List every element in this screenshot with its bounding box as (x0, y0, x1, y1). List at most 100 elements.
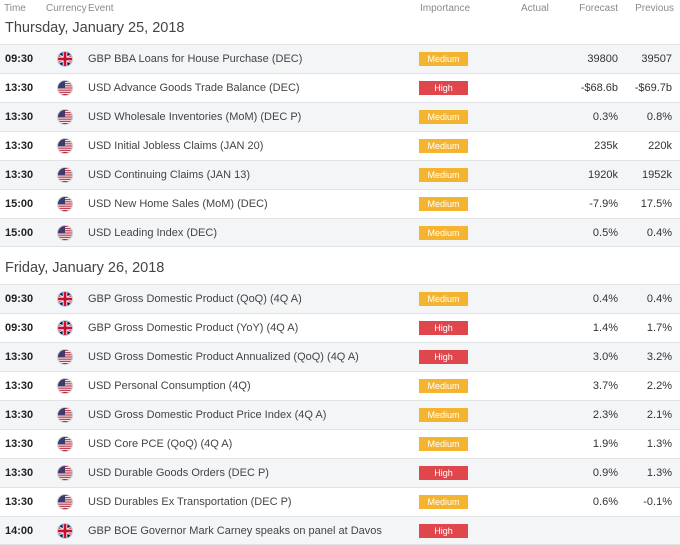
previous-value: 1.3% (646, 467, 672, 479)
event-name[interactable]: GBP BBA Loans for House Purchase (DEC) (88, 53, 303, 65)
importance-badge: High (419, 81, 468, 95)
table-row[interactable]: 13:30 USD Initial Jobless Claims (JAN 20)… (0, 131, 680, 160)
event-time: 09:30 (5, 293, 34, 305)
table-row[interactable]: 13:30 USD Gross Domestic Product Price In… (0, 400, 680, 429)
event-name[interactable]: USD Initial Jobless Claims (JAN 20) (88, 140, 264, 152)
uk-flag-icon (58, 52, 72, 66)
previous-value: 2.2% (646, 380, 672, 392)
event-time: 13:30 (5, 169, 34, 181)
importance-badge: High (419, 466, 468, 480)
table-row[interactable]: 09:30 GBP BBA Loans for House Purchase (D… (0, 44, 680, 73)
forecast-value: 1920k (588, 169, 618, 181)
event-name[interactable]: USD Advance Goods Trade Balance (DEC) (88, 82, 300, 94)
event-time: 13:30 (5, 111, 34, 123)
previous-value: 0.4% (646, 227, 672, 239)
us-flag-icon (58, 379, 72, 393)
table-row[interactable]: 13:30 USD Gross Domestic Product Annualiz… (0, 342, 680, 371)
forecast-value: 0.6% (592, 496, 618, 508)
event-name[interactable]: USD Leading Index (DEC) (88, 227, 218, 239)
table-row[interactable]: 13:30 USD Advance Goods Trade Balance (DE… (0, 73, 680, 102)
header-event: Event (88, 3, 114, 14)
event-name[interactable]: USD Core PCE (QoQ) (4Q A) (88, 438, 233, 450)
previous-value: 1.7% (646, 322, 672, 334)
us-flag-icon (58, 466, 72, 480)
table-row[interactable]: 09:30 GBP Gross Domestic Product (YoY) (4… (0, 313, 680, 342)
event-time: 13:30 (5, 380, 34, 392)
previous-value: 3.2% (646, 351, 672, 363)
day-title-friday: Friday, January 26, 2018 (5, 260, 165, 276)
event-name[interactable]: USD Durable Goods Orders (DEC P) (88, 467, 269, 479)
forecast-value: 39800 (587, 53, 618, 65)
previous-value: 1.3% (646, 438, 672, 450)
previous-value: 0.8% (646, 111, 672, 123)
table-row[interactable]: 09:30 GBP Gross Domestic Product (QoQ) (4… (0, 284, 680, 313)
forecast-value: 2.3% (592, 409, 618, 421)
table-row[interactable]: 13:30 USD Continuing Claims (JAN 13) Mediu… (0, 160, 680, 189)
table-row[interactable]: 14:00 GBP BOE Governor Mark Carney speaks… (0, 516, 680, 545)
event-name[interactable]: USD Personal Consumption (4Q) (88, 380, 251, 392)
importance-badge: Medium (419, 197, 468, 211)
us-flag-icon (58, 437, 72, 451)
day-title-thursday: Thursday, January 25, 2018 (5, 20, 185, 36)
us-flag-icon (58, 81, 72, 95)
table-row[interactable]: 13:30 USD Core PCE (QoQ) (4Q A) Medium 1.9%… (0, 429, 680, 458)
event-time: 13:30 (5, 438, 34, 450)
column-header: Time Currency Event Importance Actual Fo… (0, 0, 680, 16)
header-currency: Currency (46, 3, 87, 14)
us-flag-icon (58, 350, 72, 364)
event-name[interactable]: GBP BOE Governor Mark Carney speaks on p… (88, 525, 382, 537)
forecast-value: 0.5% (592, 227, 618, 239)
event-name[interactable]: GBP Gross Domestic Product (YoY) (4Q A) (88, 322, 299, 334)
previous-value: -0.1% (643, 496, 672, 508)
previous-value: 0.4% (646, 293, 672, 305)
uk-flag-icon (58, 524, 72, 538)
event-name[interactable]: USD Wholesale Inventories (MoM) (DEC P) (88, 111, 302, 123)
event-time: 15:00 (5, 198, 34, 210)
event-time: 13:30 (5, 140, 34, 152)
event-name[interactable]: GBP Gross Domestic Product (QoQ) (4Q A) (88, 293, 302, 305)
event-time: 13:30 (5, 82, 34, 94)
table-row[interactable]: 15:00 USD Leading Index (DEC) Medium 0.5% 0.… (0, 218, 680, 247)
header-time: Time (4, 3, 26, 14)
forecast-value: -$68.6b (580, 82, 618, 94)
table-row[interactable]: 15:00 USD New Home Sales (MoM) (DEC) Mediu… (0, 189, 680, 218)
forecast-value: 3.0% (592, 351, 618, 363)
importance-badge: Medium (419, 52, 468, 66)
event-name[interactable]: USD Gross Domestic Product Price Index (… (88, 409, 327, 421)
table-row[interactable]: 13:30 USD Durable Goods Orders (DEC P) Hig… (0, 458, 680, 487)
table-row[interactable]: 13:30 USD Personal Consumption (4Q) Medium… (0, 371, 680, 400)
us-flag-icon (58, 110, 72, 124)
event-time: 14:00 (5, 525, 34, 537)
event-time: 09:30 (5, 322, 34, 334)
event-time: 13:30 (5, 351, 34, 363)
us-flag-icon (58, 226, 72, 240)
event-name[interactable]: USD Gross Domestic Product Annualized (Q… (88, 351, 359, 363)
previous-value: -$69.7b (634, 82, 672, 94)
us-flag-icon (58, 495, 72, 509)
importance-badge: High (419, 524, 468, 538)
importance-badge: Medium (419, 168, 468, 182)
event-time: 15:00 (5, 227, 34, 239)
uk-flag-icon (58, 292, 72, 306)
forecast-value: 1.4% (592, 322, 618, 334)
event-time: 13:30 (5, 496, 34, 508)
forecast-value: -7.9% (589, 198, 618, 210)
events-friday: 09:30 GBP Gross Domestic Product (QoQ) (4… (0, 284, 680, 545)
importance-badge: Medium (419, 437, 468, 451)
us-flag-icon (58, 408, 72, 422)
event-name[interactable]: USD Durables Ex Transportation (DEC P) (88, 496, 292, 508)
table-row[interactable]: 13:30 USD Durables Ex Transportation (DEC… (0, 487, 680, 516)
event-time: 09:30 (5, 53, 34, 65)
previous-value: 39507 (641, 53, 672, 65)
forecast-value: 3.7% (592, 380, 618, 392)
importance-badge: Medium (419, 292, 468, 306)
us-flag-icon (58, 197, 72, 211)
event-name[interactable]: USD New Home Sales (MoM) (DEC) (88, 198, 268, 210)
event-name[interactable]: USD Continuing Claims (JAN 13) (88, 169, 250, 181)
uk-flag-icon (58, 321, 72, 335)
forecast-value: 0.9% (592, 467, 618, 479)
forecast-value: 235k (594, 140, 618, 152)
importance-badge: High (419, 350, 468, 364)
table-row[interactable]: 13:30 USD Wholesale Inventories (MoM) (DE… (0, 102, 680, 131)
header-forecast: Forecast (579, 3, 618, 14)
